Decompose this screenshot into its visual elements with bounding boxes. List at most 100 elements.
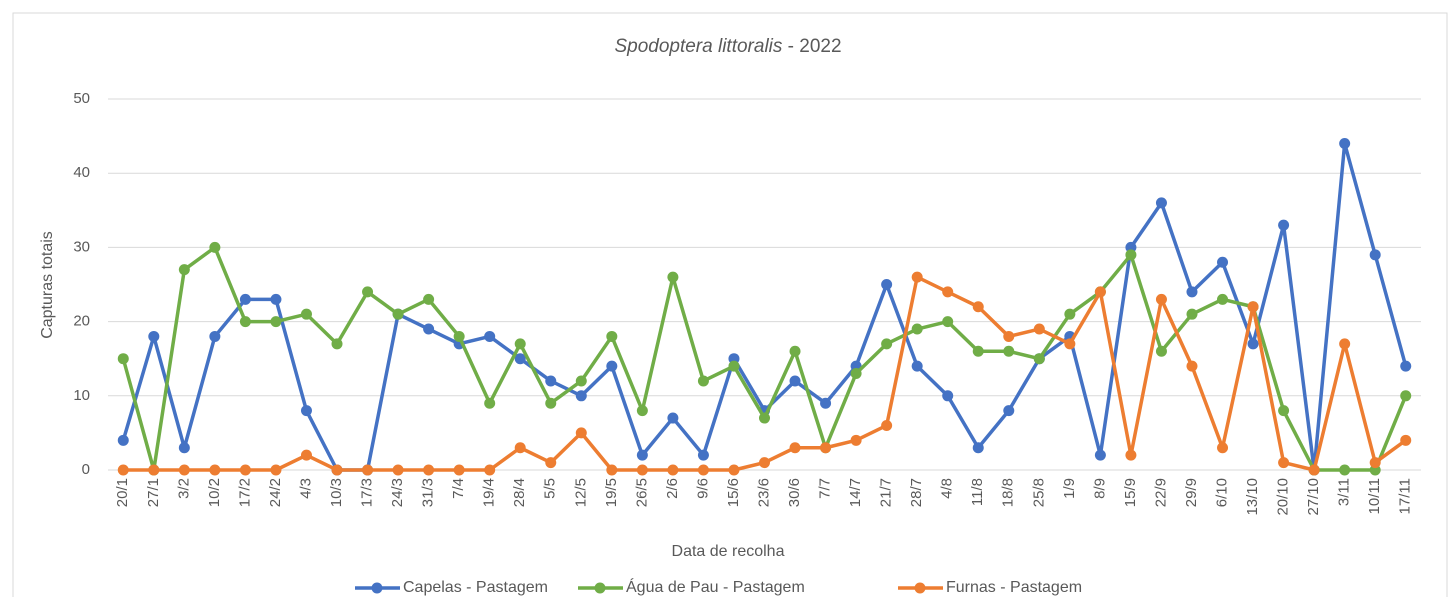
x-tick-label: 31/3 [420, 478, 437, 507]
data-point [606, 360, 618, 372]
x-tick-label: 24/3 [389, 478, 406, 507]
y-tick-label: 50 [73, 90, 90, 107]
x-tick-label: 6/10 [1213, 478, 1230, 507]
data-point [1003, 330, 1015, 342]
data-point [759, 412, 770, 424]
x-tick-label: 21/7 [878, 478, 895, 507]
data-point [1339, 464, 1351, 476]
data-point [575, 427, 587, 439]
data-point [300, 449, 312, 461]
x-tick-label: 30/6 [786, 478, 803, 507]
data-point [667, 271, 679, 283]
data-point [514, 353, 526, 365]
data-point [1033, 323, 1045, 335]
chart-title: Spodoptera littoralis - 2022 [614, 36, 841, 57]
data-point [697, 464, 709, 476]
data-point [484, 464, 496, 476]
data-point [270, 316, 282, 328]
y-tick-label: 0 [82, 461, 90, 478]
data-point [423, 293, 435, 305]
x-axis-title: Data de recolha [672, 543, 785, 560]
data-point [117, 464, 129, 476]
x-tick-label: 10/2 [206, 478, 223, 507]
data-point [209, 241, 221, 253]
data-point [1186, 308, 1198, 320]
x-tick-label: 5/5 [542, 478, 559, 499]
data-point [728, 360, 740, 372]
x-tick-label: 26/5 [633, 478, 650, 507]
x-tick-label: 4/3 [297, 478, 314, 499]
x-tick-label: 22/9 [1152, 478, 1169, 507]
x-tick-label: 19/4 [481, 478, 498, 507]
data-point [1217, 442, 1229, 454]
data-point [1247, 301, 1259, 313]
data-point [1186, 286, 1198, 298]
data-point [362, 464, 374, 476]
x-tick-label: 18/8 [1000, 478, 1017, 507]
x-tick-label: 3/11 [1336, 478, 1353, 506]
data-point [667, 412, 679, 424]
data-point [636, 405, 648, 417]
data-point [178, 264, 190, 276]
data-point [850, 434, 862, 446]
x-tick-label: 17/3 [359, 478, 376, 507]
data-point [178, 442, 190, 454]
data-point [1155, 345, 1167, 357]
data-point [575, 390, 587, 402]
data-point [1125, 249, 1137, 261]
legend-marker [371, 582, 383, 594]
data-point [759, 457, 770, 469]
data-point [1094, 449, 1106, 461]
data-point [1339, 338, 1351, 350]
x-tick-label: 14/7 [847, 478, 864, 507]
x-tick-label: 13/10 [1244, 478, 1261, 516]
x-tick-label: 4/8 [939, 478, 956, 499]
legend-label: Água de Pau - Pastagem [626, 577, 805, 596]
data-point [606, 330, 618, 342]
x-tick-label: 7/7 [817, 478, 834, 499]
data-point [545, 397, 557, 409]
data-point [942, 286, 954, 298]
x-tick-label: 28/7 [908, 478, 925, 507]
data-point [117, 434, 129, 446]
x-tick-label: 20/1 [114, 478, 131, 507]
data-point [1400, 434, 1412, 446]
x-tick-label: 8/9 [1091, 478, 1108, 499]
data-point [239, 316, 251, 328]
data-point [453, 330, 465, 342]
data-point [1278, 457, 1290, 469]
data-point [1003, 345, 1015, 357]
data-point [881, 419, 893, 431]
data-point [850, 368, 862, 380]
data-point [636, 449, 648, 461]
data-point [911, 323, 923, 335]
data-point [1217, 293, 1229, 305]
data-point [331, 464, 343, 476]
data-point [545, 375, 557, 387]
x-tick-label: 17/11 [1397, 478, 1414, 514]
data-point [331, 338, 343, 350]
data-point [209, 464, 221, 476]
legend-marker [594, 582, 606, 594]
x-tick-label: 23/6 [755, 478, 772, 507]
data-point [1278, 405, 1290, 417]
data-point [881, 338, 893, 350]
data-point [270, 293, 282, 305]
data-point [1369, 249, 1381, 261]
data-point [1125, 449, 1137, 461]
x-tick-label: 2/6 [664, 478, 681, 499]
data-point [636, 464, 648, 476]
data-point [545, 457, 557, 469]
data-point [728, 464, 740, 476]
data-point [606, 464, 618, 476]
data-point [972, 442, 984, 454]
data-point [1155, 197, 1167, 209]
data-point [117, 353, 129, 365]
data-point [514, 338, 526, 350]
legend-marker [914, 582, 926, 594]
x-tick-label: 24/2 [267, 478, 284, 507]
data-point [270, 464, 282, 476]
data-point [911, 360, 923, 372]
y-tick-label: 10 [73, 387, 90, 404]
